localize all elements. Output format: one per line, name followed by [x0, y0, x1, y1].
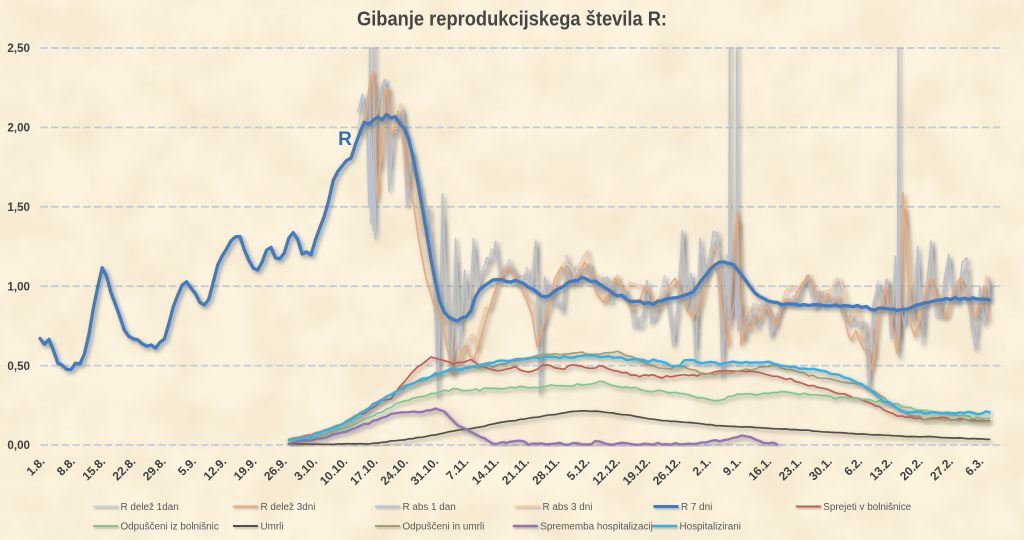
- svg-text:R: R: [338, 129, 352, 150]
- svg-text:Umrli: Umrli: [261, 522, 284, 533]
- svg-text:R delež 1dan: R delež 1dan: [121, 502, 179, 513]
- svg-text:R delež 3dni: R delež 3dni: [261, 502, 316, 513]
- svg-text:0,00: 0,00: [7, 439, 30, 452]
- svg-text:0,50: 0,50: [7, 360, 30, 373]
- svg-text:R 7 dni: R 7 dni: [681, 502, 712, 513]
- svg-text:R abs 3 dni: R abs 3 dni: [543, 502, 593, 513]
- svg-text:Sprejeti v bolnišnice: Sprejeti v bolnišnice: [823, 502, 911, 513]
- svg-text:2,00: 2,00: [7, 122, 30, 135]
- svg-text:2,50: 2,50: [7, 42, 30, 55]
- svg-text:Odpuščeni in umrli: Odpuščeni in umrli: [403, 522, 485, 533]
- svg-text:R abs 1 dan: R abs 1 dan: [403, 502, 456, 513]
- svg-text:1,50: 1,50: [7, 201, 30, 214]
- svg-text:1,00: 1,00: [7, 280, 30, 293]
- svg-text:Hospitalizirani: Hospitalizirani: [680, 522, 741, 533]
- svg-text:Gibanje reprodukcijskega števi: Gibanje reprodukcijskega števila R:: [357, 9, 667, 31]
- svg-text:Sprememba hospitalizacij: Sprememba hospitalizacij: [540, 522, 653, 533]
- svg-text:Odpuščeni iz bolnišnic: Odpuščeni iz bolnišnic: [121, 522, 219, 533]
